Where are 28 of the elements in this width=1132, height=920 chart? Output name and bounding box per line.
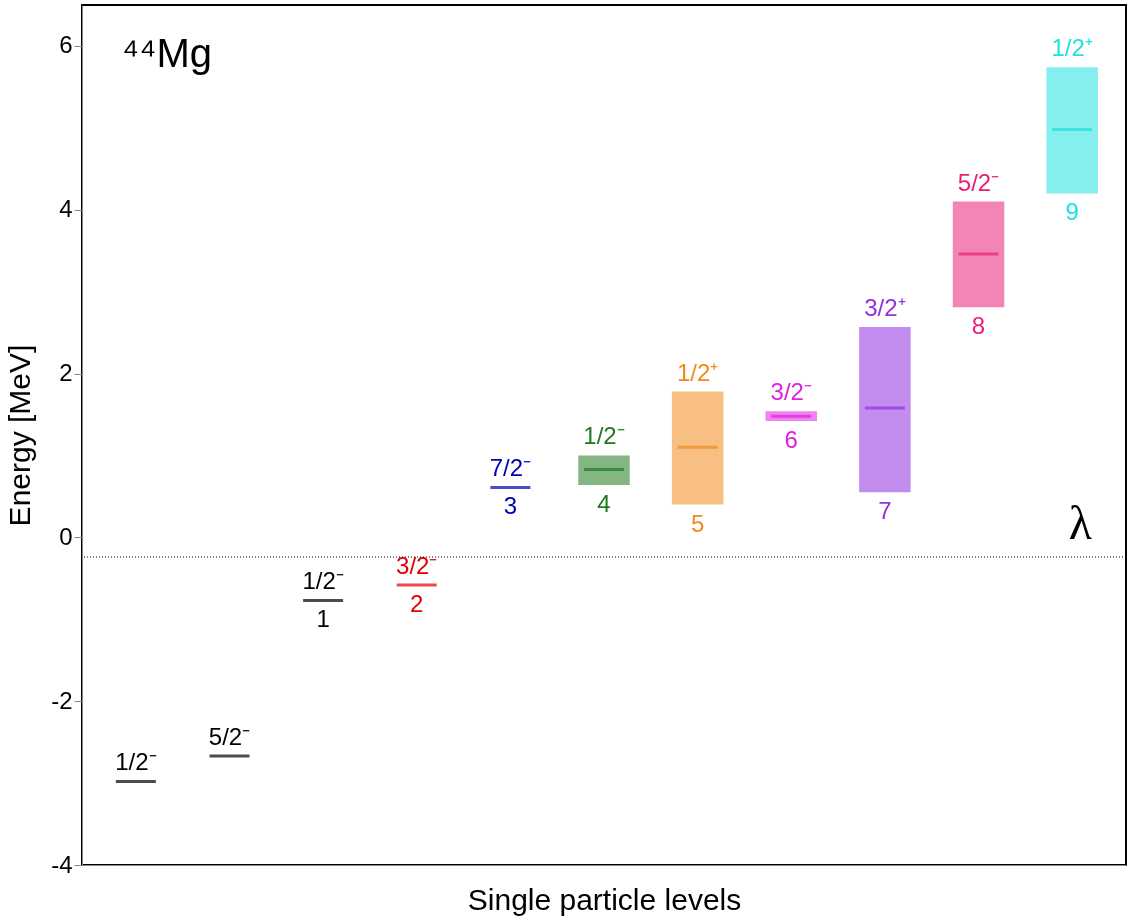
text: 1/2⁻ [302,567,344,595]
x-tick-label: 5 [690,509,705,537]
text: 3/2⁻ [396,551,438,579]
x-tick-label: 7 [878,497,892,525]
x-tick-label: 1 [316,605,330,633]
text: 1/2⁻ [115,748,157,776]
text: 1/2⁺ [1051,34,1093,62]
x-tick-label: 4 [597,489,611,517]
x-tick-label: 8 [971,312,986,340]
text: 1/2⁺ [676,358,719,386]
y-tick-label: 6 [59,31,73,59]
text: 1/2⁻ [583,422,625,450]
y-tick-label: 0 [59,522,73,550]
x-axis-title: Single particle levels [467,882,742,916]
text: 7/2⁻ [489,454,532,482]
x-tick-label: 9 [1065,198,1079,226]
text: 3/2⁻ [770,378,812,406]
text: 3/2⁺ [864,293,906,321]
x-tick-label: 3 [503,492,518,520]
y-tick-label: 4 [59,195,73,223]
annotation: ⁴⁴Mg [122,31,212,75]
y-axis-title: Energy [MeV] [3,344,37,527]
y-tick-label: 2 [59,359,73,387]
text: 5/2⁻ [208,723,251,751]
y-tick-label: -4 [51,850,73,878]
y-tick-label: -2 [51,686,73,714]
text: 5/2⁻ [957,168,1000,196]
ref-line-label: λ [1068,496,1093,550]
